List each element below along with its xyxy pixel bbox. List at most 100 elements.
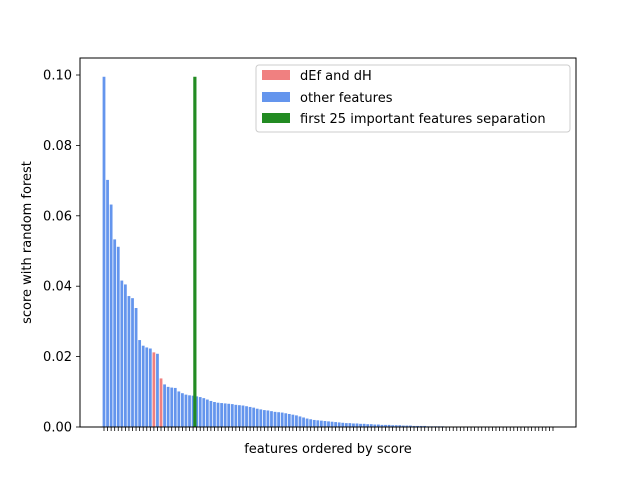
bar (120, 280, 124, 427)
y-tick-label: 0.00 (43, 421, 72, 436)
bar (380, 424, 384, 427)
bar (127, 296, 131, 427)
bar (270, 411, 273, 427)
bar (116, 246, 120, 427)
bar (352, 423, 355, 427)
bar (202, 398, 206, 427)
bar (188, 395, 191, 427)
legend: dEf and dH other features first 25 impor… (255, 64, 571, 133)
bar (109, 204, 113, 427)
x-ticks-group (103, 427, 554, 431)
bar (341, 422, 345, 427)
bar (412, 425, 416, 427)
bar (123, 284, 127, 427)
bar (209, 400, 213, 427)
bar-highlighted (159, 378, 163, 427)
bar (248, 406, 252, 427)
bar (384, 424, 387, 427)
bar (309, 419, 313, 427)
bar (220, 403, 223, 427)
y-axis-label: score with random forest (20, 161, 35, 324)
bar (284, 413, 288, 427)
bar (302, 417, 305, 427)
legend-swatch-def-dh (262, 70, 290, 80)
bar (298, 416, 302, 427)
bar (344, 423, 348, 427)
bar (277, 412, 280, 427)
bars-group (102, 76, 501, 427)
y-ticks-group: 0.00 0.02 0.04 0.06 0.08 0.10 (43, 69, 80, 436)
bar (273, 411, 277, 427)
legend-label-def-dh: dEf and dH (300, 69, 372, 84)
bar (312, 419, 316, 427)
bar (145, 347, 149, 427)
bar (323, 421, 327, 427)
bar (387, 424, 391, 427)
bar (305, 418, 309, 427)
bar (334, 422, 338, 427)
bar (319, 420, 323, 427)
y-tick-label: 0.08 (43, 139, 72, 154)
bar (366, 424, 370, 427)
bar (234, 404, 238, 427)
bar (362, 423, 366, 427)
bar (373, 424, 377, 427)
bar (409, 425, 412, 427)
x-axis-label: features ordered by score (244, 442, 412, 457)
bar (216, 402, 220, 427)
bar (245, 406, 248, 427)
bar (359, 423, 362, 427)
bar (405, 425, 409, 427)
bar (252, 407, 256, 427)
bar (134, 308, 138, 427)
bar (419, 425, 423, 427)
y-tick-label: 0.10 (43, 69, 72, 84)
bar (255, 408, 259, 427)
bar (141, 345, 145, 427)
bar (131, 298, 134, 427)
bar (259, 409, 263, 427)
bar (280, 412, 284, 427)
bar (181, 393, 184, 427)
bar (327, 421, 330, 427)
bar (241, 405, 245, 427)
bar (295, 415, 298, 427)
bar (348, 423, 352, 427)
bar (113, 239, 117, 427)
bar (195, 396, 199, 427)
bar (166, 386, 170, 427)
bar (138, 340, 142, 427)
legend-label-separation: first 25 important features separation (300, 112, 546, 127)
bar (177, 391, 181, 427)
plot-frame (79, 57, 577, 428)
bar (394, 425, 398, 427)
bar (173, 387, 177, 427)
bar (291, 414, 295, 427)
bar (355, 423, 359, 427)
bar (330, 421, 334, 427)
legend-swatch-other-features (262, 92, 290, 102)
legend-label-other-features: other features (300, 91, 393, 106)
y-tick-label: 0.06 (43, 209, 72, 224)
bar (401, 425, 405, 427)
bar (398, 425, 402, 427)
bar (205, 399, 209, 427)
bar (156, 353, 159, 427)
y-tick-label: 0.02 (43, 350, 72, 365)
bar (337, 422, 341, 427)
y-tick-label: 0.04 (43, 280, 72, 295)
bar (191, 395, 195, 427)
bar (163, 384, 166, 427)
bar (213, 402, 216, 427)
bar (377, 424, 380, 427)
bar (230, 404, 234, 427)
bar (227, 403, 231, 427)
bar (238, 405, 241, 427)
bar (106, 179, 109, 427)
bar (391, 425, 395, 427)
bar (198, 397, 202, 427)
bar (102, 76, 106, 427)
bar (416, 425, 419, 427)
bar (316, 420, 320, 427)
